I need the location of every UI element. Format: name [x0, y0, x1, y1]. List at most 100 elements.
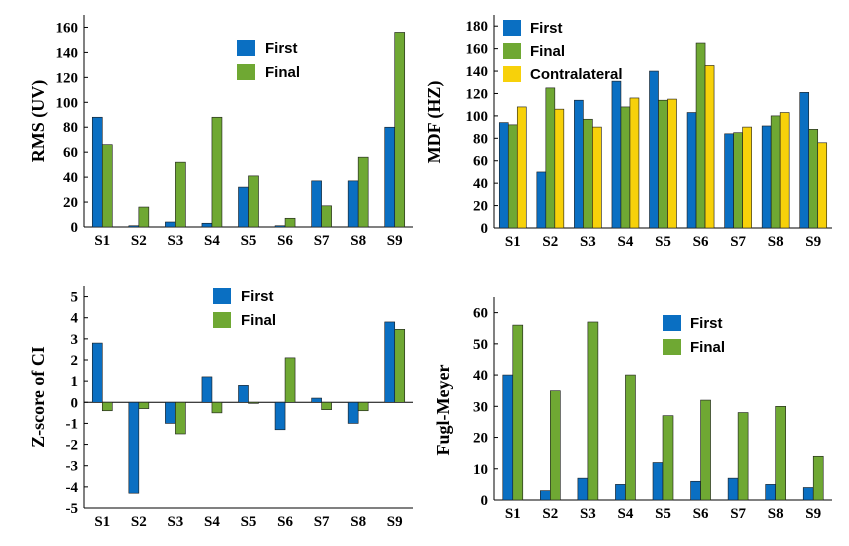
y-tick-label: 160 — [466, 42, 489, 58]
bar-first-s9 — [799, 92, 810, 229]
bar-first-s1 — [91, 116, 103, 228]
bar-first-s8 — [765, 484, 776, 501]
bar-final-s9 — [394, 32, 406, 228]
x-tick-label-s5: S5 — [241, 233, 257, 249]
x-tick-label-s3: S3 — [167, 514, 183, 530]
y-tick-label: 0 — [71, 395, 79, 411]
bar-final-s4 — [620, 106, 631, 229]
bar-final-s4 — [625, 374, 636, 501]
fugl-meyer-chart: 0 10 20 30 40 50 60 S1 S2 S3 S4 S5 S6 S7 S8 S9 Fugl-Meye… — [433, 297, 832, 522]
y-tick-label: 120 — [466, 86, 489, 102]
y-tick-label: 140 — [56, 45, 79, 61]
mdf-chart: 0 20 40 60 80 100 120 140 160 180 S1 S2 S3 S4 S5 S6 S7 S8… — [424, 15, 832, 250]
bar-final-s1 — [101, 401, 113, 412]
legend-label-first: First — [241, 288, 274, 305]
y-tick-label: 10 — [473, 462, 488, 478]
bar-final-s4 — [211, 116, 223, 228]
y-tick-label: 20 — [473, 199, 488, 215]
x-tick-label-s4: S4 — [618, 234, 634, 250]
x-tick-label-s3: S3 — [580, 506, 596, 522]
bar-final-s3 — [587, 321, 599, 501]
x-tick-label-s6: S6 — [693, 234, 709, 250]
y-tick-label: -2 — [66, 438, 79, 454]
legend-label-final: Final — [690, 339, 725, 356]
bar-first-s4 — [201, 376, 213, 403]
bar-final-s1 — [507, 124, 518, 229]
x-tick-label-s1: S1 — [94, 233, 110, 249]
bar-first-s3 — [577, 477, 589, 501]
bar-final-s2 — [550, 390, 561, 501]
bar-final-s8 — [357, 401, 369, 412]
x-tick-label-s7: S7 — [730, 506, 746, 522]
x-tick-label-s7: S7 — [314, 514, 330, 530]
x-tick-label-s7: S7 — [730, 234, 746, 250]
x-tick-label-s9: S9 — [805, 506, 821, 522]
legend-swatch-final — [503, 43, 521, 59]
bar-final-s9 — [808, 129, 819, 229]
y-tick-label: 80 — [63, 120, 78, 136]
bar-contralateral-s1 — [516, 106, 527, 229]
y-tick-label: 60 — [473, 306, 488, 322]
legend-label-final: Final — [530, 43, 565, 60]
y-tick-label: -4 — [66, 480, 79, 496]
bar-first-s6 — [690, 480, 701, 501]
bar-first-s1 — [91, 342, 103, 403]
y-tick-label: 0 — [71, 220, 79, 236]
legend-swatch-first — [663, 315, 681, 331]
x-tick-label-s9: S9 — [805, 234, 821, 250]
x-tick-label-s2: S2 — [542, 506, 558, 522]
y-tick-label: 1 — [71, 374, 79, 390]
bar-final-s7 — [737, 412, 749, 501]
bar-final-s5 — [658, 99, 668, 229]
x-tick-label-s6: S6 — [277, 233, 293, 249]
y-tick-label: 180 — [466, 19, 489, 35]
bar-first-s6 — [274, 225, 286, 228]
x-tick-label-s2: S2 — [131, 514, 147, 530]
bar-contralateral-s6 — [704, 65, 715, 229]
bar-first-s7 — [724, 133, 734, 229]
x-tick-label-s5: S5 — [655, 234, 671, 250]
y-tick-label: -1 — [66, 416, 79, 432]
bar-first-s2 — [128, 225, 140, 228]
x-tick-label-s9: S9 — [387, 514, 403, 530]
x-tick-label-s1: S1 — [505, 506, 521, 522]
y-tick-label: 30 — [473, 399, 488, 415]
y-tick-label: 120 — [56, 70, 79, 86]
bar-contralateral-s7 — [742, 126, 752, 229]
bar-first-s3 — [165, 401, 176, 424]
bar-final-s5 — [248, 401, 259, 404]
zscore-ci-chart: -5 -4 -3 -2 -1 0 1 2 3 4 5 S1 S2 S3 S4 S5 S6 S7 S8 S9 Z-scor… — [28, 286, 413, 530]
x-tick-label-s8: S8 — [768, 506, 784, 522]
x-tick-label-s4: S4 — [204, 233, 220, 249]
legend-swatch-first — [237, 40, 255, 56]
y-tick-label: 20 — [63, 195, 78, 211]
bar-contralateral-s9 — [817, 142, 828, 229]
legend-swatch-final — [663, 339, 681, 355]
bar-contralateral-s5 — [667, 98, 677, 229]
bar-first-s9 — [384, 126, 396, 228]
bar-final-s7 — [321, 401, 332, 410]
bar-final-s7 — [733, 132, 743, 229]
bar-final-s4 — [211, 401, 223, 414]
bar-first-s8 — [347, 180, 359, 228]
bar-final-s5 — [662, 415, 674, 501]
bar-final-s2 — [138, 401, 150, 409]
y-tick-label: 20 — [473, 431, 488, 447]
legend-swatch-first — [213, 288, 231, 304]
y-tick-label: 160 — [56, 20, 79, 36]
x-tick-label-s1: S1 — [505, 234, 521, 250]
legend-label-final: Final — [265, 64, 300, 81]
bar-final-s1 — [512, 324, 524, 501]
y-tick-label: 60 — [63, 145, 78, 161]
legend-swatch-final — [237, 64, 255, 80]
y-tick-label: 5 — [71, 290, 79, 306]
bar-first-s3 — [165, 221, 176, 228]
legend-label-first: First — [265, 40, 298, 57]
y-tick-label: 80 — [473, 131, 488, 147]
y-tick-label: -3 — [66, 459, 79, 475]
y-axis-label: RMS (UV) — [28, 80, 49, 163]
y-tick-label: 0 — [481, 221, 489, 237]
y-axis-label: MDF (HZ) — [424, 81, 445, 164]
bar-first-s7 — [727, 477, 739, 501]
